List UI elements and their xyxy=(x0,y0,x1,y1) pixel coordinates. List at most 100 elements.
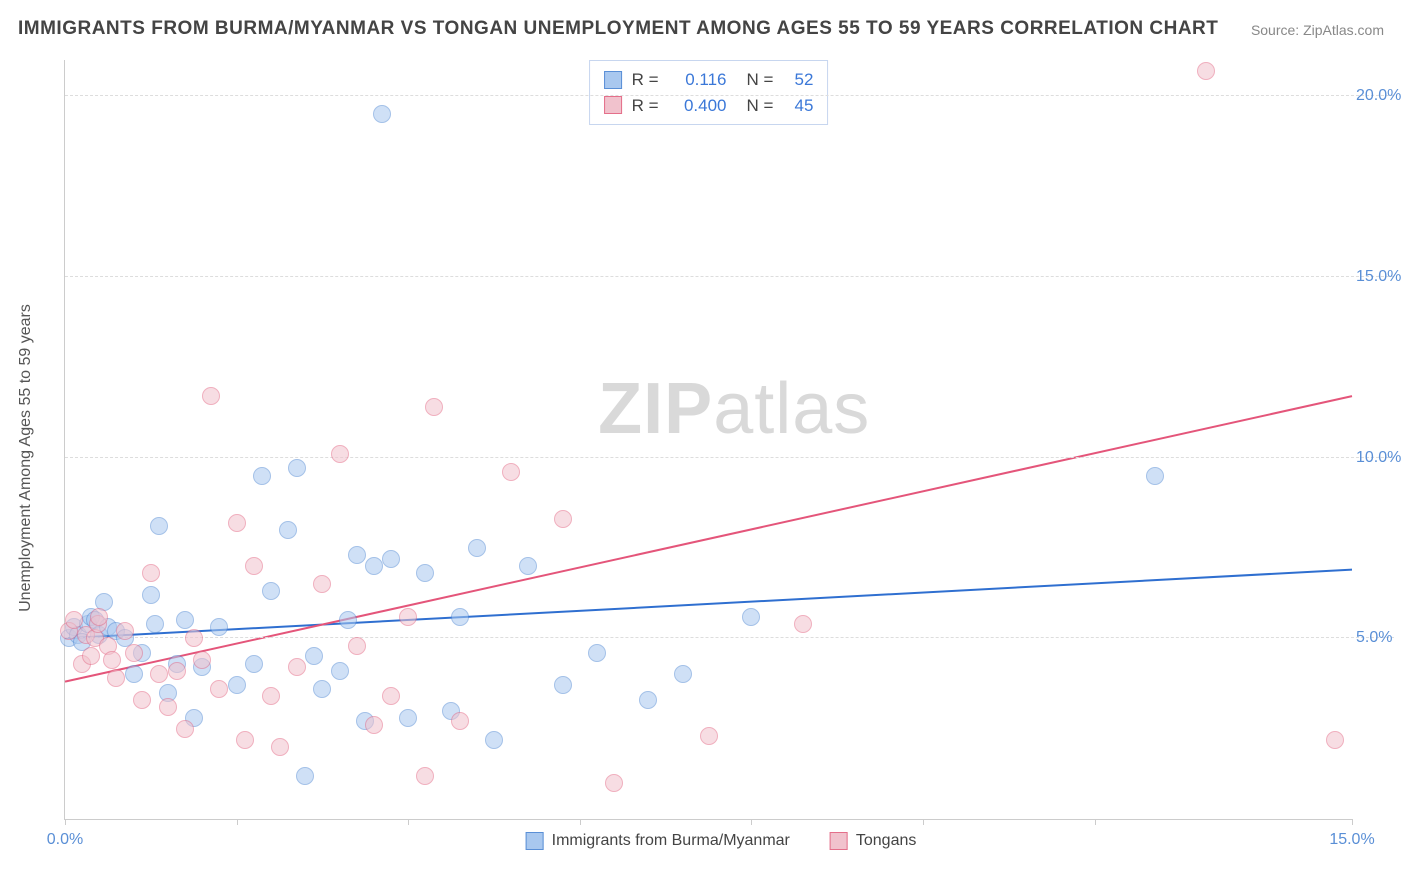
r-value: 0.400 xyxy=(669,93,727,119)
scatter-point-burma xyxy=(742,608,760,626)
plot-area: ZIPatlas R =0.116N =52R =0.400N =45 5.0%… xyxy=(64,60,1352,820)
scatter-point-burma xyxy=(296,767,314,785)
x-tick-label: 0.0% xyxy=(47,831,83,849)
scatter-point-burma xyxy=(1146,467,1164,485)
scatter-point-tongans xyxy=(210,680,228,698)
scatter-point-tongans xyxy=(228,514,246,532)
y-tick-label: 5.0% xyxy=(1352,629,1392,647)
y-tick-label: 20.0% xyxy=(1352,87,1392,105)
scatter-point-burma xyxy=(228,676,246,694)
series-label: Tongans xyxy=(856,832,917,850)
legend-swatch xyxy=(604,96,622,114)
series-legend-item-burma: Immigrants from Burma/Myanmar xyxy=(526,832,790,850)
scatter-point-tongans xyxy=(168,662,186,680)
trend-lines-svg xyxy=(65,60,1352,819)
scatter-point-burma xyxy=(146,615,164,633)
correlation-row-tongans: R = 0.400 N = 45 xyxy=(604,93,814,119)
scatter-point-tongans xyxy=(159,698,177,716)
watermark-bold: ZIP xyxy=(598,369,713,449)
scatter-point-tongans xyxy=(82,647,100,665)
scatter-point-tongans xyxy=(193,651,211,669)
scatter-point-burma xyxy=(253,467,271,485)
x-tick xyxy=(923,819,924,825)
scatter-point-tongans xyxy=(185,629,203,647)
correlation-legend: R = 0.116 N = 52R = 0.400 N = 45 xyxy=(589,60,829,125)
x-tick-label: 15.0% xyxy=(1329,831,1374,849)
grid-line xyxy=(65,457,1394,458)
scatter-point-burma xyxy=(125,665,143,683)
scatter-point-tongans xyxy=(1197,62,1215,80)
x-tick xyxy=(1095,819,1096,825)
scatter-point-tongans xyxy=(365,716,383,734)
correlation-row-burma: R =0.116N =52 xyxy=(604,67,814,93)
scatter-point-burma xyxy=(365,557,383,575)
scatter-point-burma xyxy=(288,459,306,477)
series-legend: Immigrants from Burma/Myanmar Tongans xyxy=(526,832,917,850)
scatter-point-burma xyxy=(588,644,606,662)
watermark: ZIPatlas xyxy=(598,368,870,450)
scatter-point-tongans xyxy=(502,463,520,481)
r-value: 0.116 xyxy=(669,67,727,93)
scatter-point-burma xyxy=(468,539,486,557)
scatter-point-burma xyxy=(485,731,503,749)
n-label: N = xyxy=(747,67,774,93)
x-tick xyxy=(580,819,581,825)
r-label: R = xyxy=(632,93,659,119)
scatter-point-burma xyxy=(210,618,228,636)
scatter-point-tongans xyxy=(794,615,812,633)
scatter-point-tongans xyxy=(700,727,718,745)
legend-swatch xyxy=(526,832,544,850)
scatter-point-tongans xyxy=(236,731,254,749)
scatter-point-tongans xyxy=(90,608,108,626)
scatter-point-burma xyxy=(373,105,391,123)
scatter-point-burma xyxy=(150,517,168,535)
y-tick-label: 10.0% xyxy=(1352,449,1392,467)
x-tick xyxy=(65,819,66,825)
scatter-point-tongans xyxy=(65,611,83,629)
scatter-point-tongans xyxy=(605,774,623,792)
scatter-point-burma xyxy=(262,582,280,600)
scatter-point-tongans xyxy=(271,738,289,756)
n-label: N = xyxy=(747,93,774,119)
scatter-point-burma xyxy=(554,676,572,694)
scatter-point-burma xyxy=(339,611,357,629)
series-label: Immigrants from Burma/Myanmar xyxy=(552,832,790,850)
source-label: Source: ZipAtlas.com xyxy=(1251,22,1384,38)
y-axis-title: Unemployment Among Ages 55 to 59 years xyxy=(17,304,35,612)
scatter-point-tongans xyxy=(399,608,417,626)
scatter-point-tongans xyxy=(554,510,572,528)
scatter-point-tongans xyxy=(125,644,143,662)
scatter-point-burma xyxy=(142,586,160,604)
scatter-point-tongans xyxy=(103,651,121,669)
scatter-point-burma xyxy=(348,546,366,564)
scatter-point-tongans xyxy=(416,767,434,785)
y-tick-label: 15.0% xyxy=(1352,268,1392,286)
grid-line xyxy=(65,276,1394,277)
scatter-point-burma xyxy=(399,709,417,727)
x-tick xyxy=(237,819,238,825)
scatter-point-tongans xyxy=(107,669,125,687)
scatter-point-burma xyxy=(176,611,194,629)
chart-title: IMMIGRANTS FROM BURMA/MYANMAR VS TONGAN … xyxy=(18,18,1218,40)
scatter-point-burma xyxy=(331,662,349,680)
scatter-point-tongans xyxy=(142,564,160,582)
scatter-point-tongans xyxy=(348,637,366,655)
legend-swatch xyxy=(830,832,848,850)
scatter-point-tongans xyxy=(116,622,134,640)
n-value: 52 xyxy=(783,67,813,93)
scatter-point-tongans xyxy=(313,575,331,593)
scatter-point-tongans xyxy=(262,687,280,705)
scatter-point-burma xyxy=(313,680,331,698)
scatter-point-tongans xyxy=(451,712,469,730)
x-tick xyxy=(751,819,752,825)
n-value: 45 xyxy=(783,93,813,119)
scatter-point-tongans xyxy=(331,445,349,463)
chart-container: Unemployment Among Ages 55 to 59 years Z… xyxy=(48,60,1394,856)
scatter-point-burma xyxy=(674,665,692,683)
scatter-point-tongans xyxy=(150,665,168,683)
scatter-point-burma xyxy=(519,557,537,575)
scatter-point-burma xyxy=(245,655,263,673)
grid-line xyxy=(65,95,1394,96)
scatter-point-tongans xyxy=(382,687,400,705)
scatter-point-tongans xyxy=(202,387,220,405)
